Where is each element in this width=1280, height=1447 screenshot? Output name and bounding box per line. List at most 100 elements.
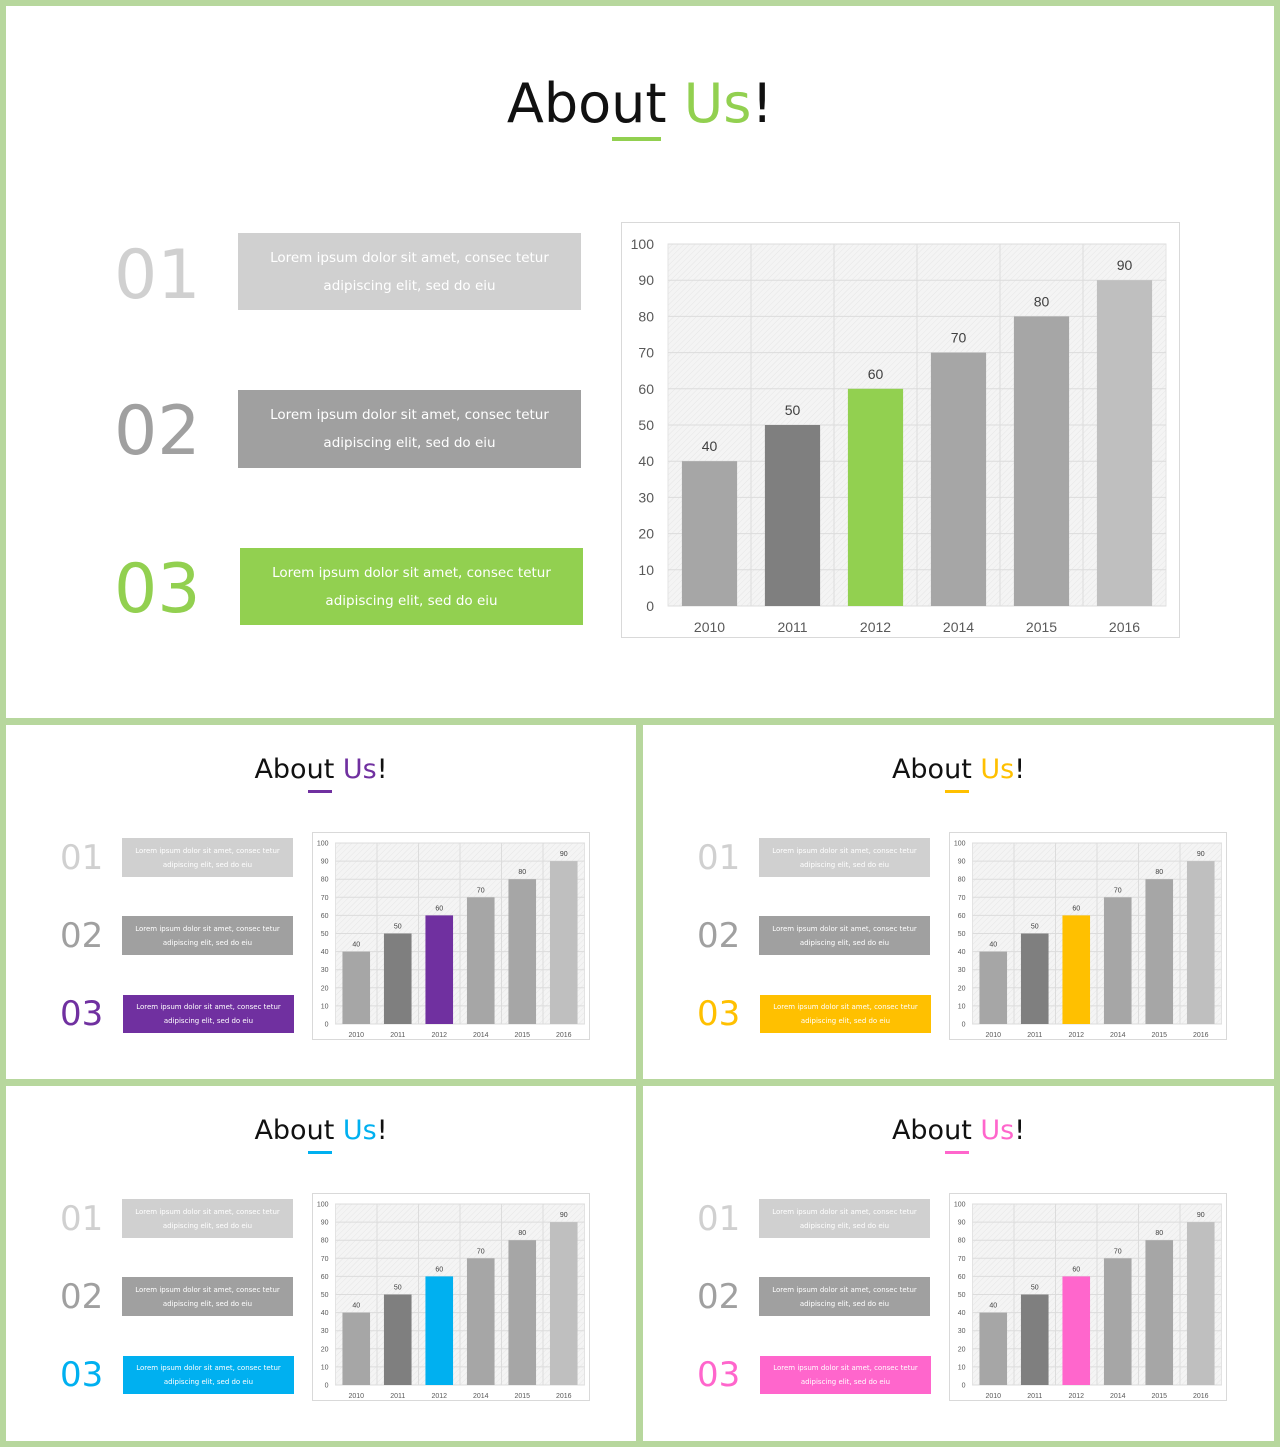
y-tick-label: 10 [638,562,654,578]
data-label-2011: 50 [394,1285,402,1292]
data-label-2010: 40 [989,942,997,949]
item-box-03: Lorem ipsum dolor sit amet, consec tetur… [123,995,294,1033]
y-tick-label: 100 [954,841,966,848]
bar-2015 [508,1240,537,1385]
item-box-03: Lorem ipsum dolor sit amet, consec tetur… [123,1356,294,1394]
bar-2010 [342,1312,371,1385]
y-tick-label: 70 [958,895,966,902]
data-label-2010: 40 [989,1303,997,1310]
data-label-2016: 90 [560,1212,568,1219]
data-label-2012: 60 [868,366,884,382]
y-tick-label: 80 [321,1238,329,1245]
item-box-01: Lorem ipsum dolor sit amet, consec tetur… [238,233,581,310]
x-tick-label: 2015 [514,1393,530,1400]
y-tick-label: 100 [954,1202,966,1209]
y-tick-label: 60 [321,913,329,920]
x-tick-label: 2012 [1068,1032,1084,1039]
bar-2015 [1145,879,1174,1024]
item-number-02: 02 [114,392,201,471]
y-tick-label: 10 [958,1364,966,1371]
data-label-2016: 90 [1117,257,1133,273]
y-tick-label: 80 [958,1238,966,1245]
bar-chart: 0 10 20 30 40 50 60 70 80 90 100 40 2010 50 2011 60 2012… [312,1193,590,1401]
x-tick-label: 2015 [1026,619,1057,635]
x-tick-label: 2016 [1109,619,1140,635]
bar-2010 [979,1312,1008,1385]
y-tick-label: 90 [958,859,966,866]
page-title: About Us! [506,72,774,135]
y-tick-label: 60 [958,913,966,920]
data-label-2012: 60 [1072,905,1080,912]
x-tick-label: 2011 [777,619,807,635]
data-label-2014: 70 [1114,887,1122,894]
data-label-2011: 50 [785,402,801,418]
x-tick-label: 2011 [390,1393,405,1400]
item-box-02: Lorem ipsum dolor sit amet, consec tetur… [759,916,930,955]
slide-main: About Us! 01 Lorem ipsum dolor sit amet,… [6,6,1274,718]
x-tick-label: 2016 [556,1393,572,1400]
bar-2016 [1186,1222,1215,1385]
x-tick-label: 2010 [694,619,725,635]
y-tick-label: 40 [321,1310,329,1317]
data-label-2016: 90 [1197,1212,1205,1219]
x-tick-label: 2012 [431,1032,447,1039]
bar-2014 [1103,1258,1132,1385]
slide-yellow: About Us! 01 Lorem ipsum dolor sit amet,… [643,725,1274,1079]
y-tick-label: 20 [321,985,329,992]
x-tick-label: 2012 [1068,1393,1084,1400]
y-tick-label: 0 [962,1383,966,1390]
y-tick-label: 70 [958,1256,966,1263]
data-label-2010: 40 [352,1303,360,1310]
data-label-2015: 80 [1034,293,1050,309]
x-tick-label: 2014 [1110,1393,1126,1400]
x-tick-label: 2011 [1027,1032,1042,1039]
item-number-01: 01 [60,838,104,878]
data-label-2014: 70 [1114,1248,1122,1255]
y-tick-label: 100 [317,841,329,848]
y-tick-label: 0 [646,598,654,614]
item-number-02: 02 [60,1277,104,1317]
item-box-03: Lorem ipsum dolor sit amet, consec tetur… [760,995,931,1033]
bar-2012 [425,915,454,1024]
item-box-02: Lorem ipsum dolor sit amet, consec tetur… [238,390,581,468]
data-label-2015: 80 [1155,869,1163,876]
x-tick-label: 2012 [860,619,891,635]
title-underline [308,1151,332,1154]
bar-2014 [466,1258,495,1385]
item-box-01: Lorem ipsum dolor sit amet, consec tetur… [759,838,930,877]
item-number-03: 03 [697,994,741,1034]
slide-purple: About Us! 01 Lorem ipsum dolor sit amet,… [6,725,636,1079]
x-tick-label: 2012 [431,1393,447,1400]
y-tick-label: 80 [321,877,329,884]
title-underline [945,1151,969,1154]
y-tick-label: 30 [321,967,329,974]
bar-2014 [1103,897,1132,1024]
y-tick-label: 90 [321,859,329,866]
data-label-2010: 40 [702,438,718,454]
bar-chart: 0 10 20 30 40 50 60 70 80 90 100 40 2010 50 2011 60 2012… [949,832,1227,1040]
bar-2015 [508,879,537,1024]
bar-2011 [1020,933,1049,1024]
x-tick-label: 2010 [985,1032,1001,1039]
x-tick-label: 2010 [985,1393,1001,1400]
y-tick-label: 50 [958,1292,966,1299]
data-label-2011: 50 [1031,924,1039,931]
y-tick-label: 60 [958,1274,966,1281]
x-tick-label: 2014 [473,1393,489,1400]
bar-2014 [466,897,495,1024]
bar-2011 [383,1294,412,1385]
bar-2012 [1062,1276,1091,1385]
y-tick-label: 100 [631,236,655,252]
y-tick-label: 70 [321,895,329,902]
x-tick-label: 2014 [1110,1032,1126,1039]
bar-2014 [930,352,987,606]
y-tick-label: 40 [321,949,329,956]
y-tick-label: 60 [638,381,654,397]
bar-2012 [425,1276,454,1385]
y-tick-label: 50 [638,417,654,433]
title-accent: Us [342,754,377,785]
x-tick-label: 2014 [473,1032,489,1039]
bar-2010 [681,461,738,606]
chart-svg: 0 10 20 30 40 50 60 70 80 90 100 40 2010 50 2011 60 2012… [621,222,1180,638]
title-accent: Us [342,1115,377,1146]
